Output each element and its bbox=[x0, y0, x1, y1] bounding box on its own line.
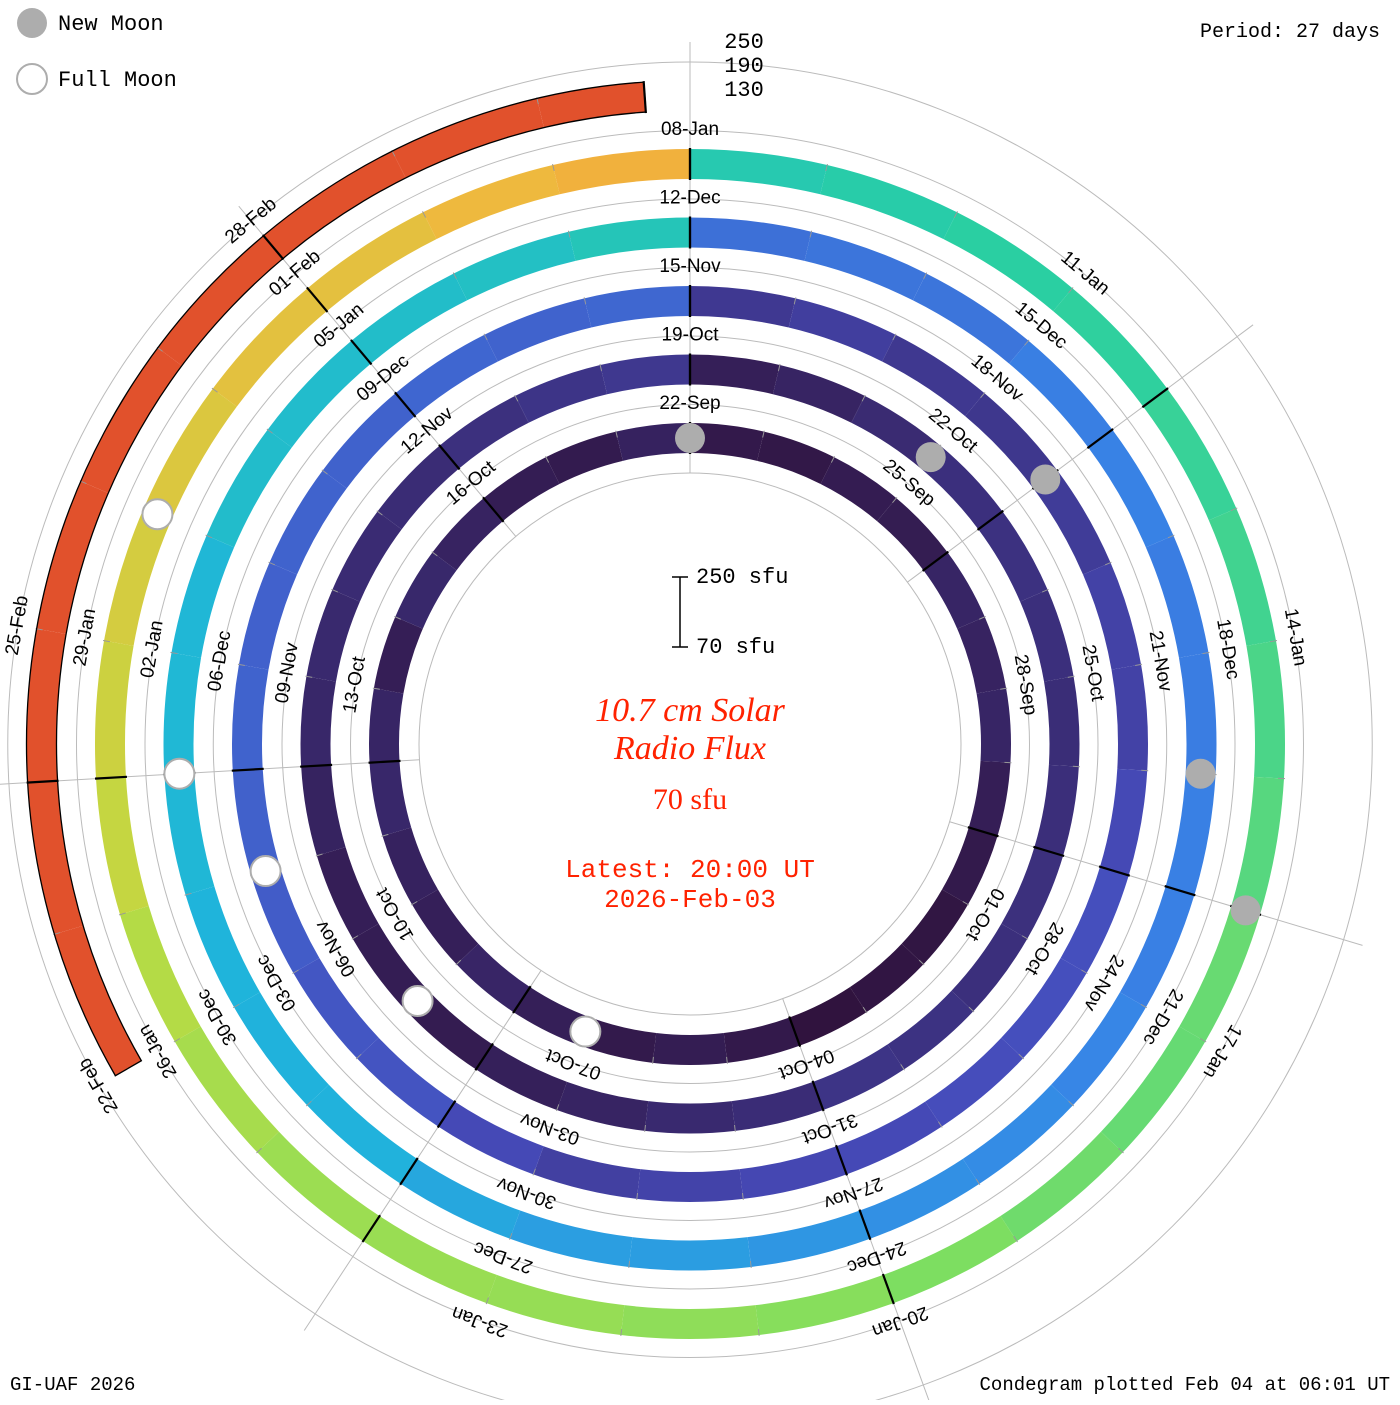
svg-text:Full Moon: Full Moon bbox=[58, 68, 177, 93]
svg-text:190: 190 bbox=[724, 54, 764, 79]
svg-text:2026-Feb-03: 2026-Feb-03 bbox=[604, 885, 776, 915]
svg-text:Period: 27 days: Period: 27 days bbox=[1200, 21, 1380, 44]
svg-text:12-Dec: 12-Dec bbox=[659, 188, 720, 209]
svg-text:70 sfu: 70 sfu bbox=[696, 635, 775, 660]
svg-text:19-Oct: 19-Oct bbox=[661, 325, 719, 346]
svg-text:10.7 cm Solar: 10.7 cm Solar bbox=[595, 692, 786, 729]
svg-text:Latest: 20:00 UT: Latest: 20:00 UT bbox=[565, 855, 815, 885]
svg-text:250: 250 bbox=[724, 30, 764, 55]
svg-text:New Moon: New Moon bbox=[58, 12, 164, 37]
svg-text:Radio Flux: Radio Flux bbox=[613, 730, 766, 767]
svg-text:250 sfu: 250 sfu bbox=[696, 565, 788, 590]
svg-text:70 sfu: 70 sfu bbox=[653, 783, 727, 816]
svg-text:GI-UAF 2026: GI-UAF 2026 bbox=[10, 1374, 135, 1396]
svg-text:08-Jan: 08-Jan bbox=[661, 119, 719, 140]
svg-text:130: 130 bbox=[724, 78, 764, 103]
svg-text:15-Nov: 15-Nov bbox=[659, 256, 721, 277]
svg-text:22-Sep: 22-Sep bbox=[659, 393, 720, 414]
svg-text:Condegram plotted Feb 04 at 06: Condegram plotted Feb 04 at 06:01 UT bbox=[980, 1374, 1390, 1396]
